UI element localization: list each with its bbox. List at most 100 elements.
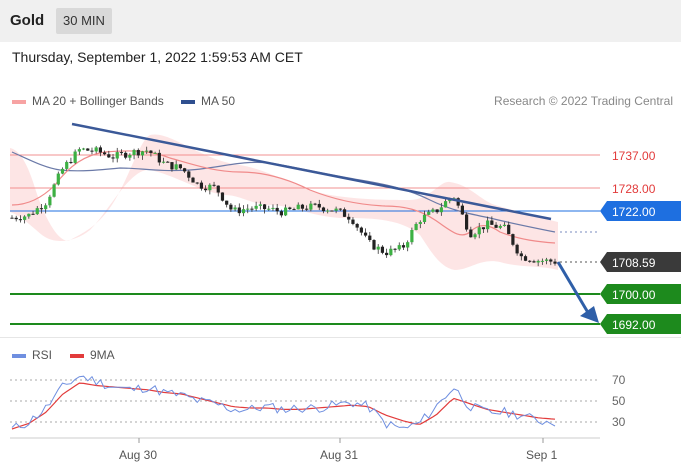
price-tag-1700: 1700.00 (600, 284, 681, 304)
ma50-label: MA 50 (201, 94, 236, 108)
level-label-1692: 1692.00 (612, 318, 656, 332)
candle-body (107, 154, 111, 158)
candle-body (241, 209, 246, 214)
candle-body (191, 177, 195, 183)
candle-body (94, 147, 98, 152)
candle-body (271, 207, 275, 209)
candle-body (233, 207, 237, 210)
candle-body (515, 244, 519, 254)
candle-body (507, 224, 511, 235)
candle-body (275, 207, 279, 212)
legend-ma20: MA 20 + Bollinger Bands (12, 94, 164, 108)
candle-body (60, 168, 65, 174)
candle-body (456, 198, 460, 206)
level-label-last: 1708.59 (612, 256, 656, 270)
candle-body (250, 208, 254, 210)
candle-body (140, 151, 145, 156)
candle-body (465, 214, 469, 230)
rsi-tick-50: 50 (612, 394, 626, 408)
candle-body (220, 192, 225, 201)
candle-body (48, 196, 52, 206)
level-label-1728: 1728.00 (612, 182, 656, 196)
candle-body (212, 184, 216, 186)
candle-body (124, 152, 128, 158)
top-bar: Gold 30 MIN (0, 0, 681, 42)
rsi-tick-30: 30 (612, 415, 626, 429)
ma50-swatch (181, 99, 195, 104)
candle-body (132, 149, 136, 155)
candle-body (359, 227, 363, 233)
candle-body (427, 211, 431, 215)
ma9-label: 9MA (90, 348, 115, 362)
candle-body (178, 164, 182, 169)
candle-body (380, 246, 385, 253)
candle-body (23, 216, 27, 220)
candle-body (502, 224, 507, 227)
candle-body (439, 207, 443, 213)
price-tag-1728: 1728.00 (612, 182, 656, 196)
candle-body (338, 208, 342, 210)
candle-body (39, 208, 44, 210)
candle-body (187, 171, 191, 178)
candle-body (35, 208, 39, 215)
price-tag-last: 1708.59 (600, 252, 681, 272)
candle-body (170, 162, 174, 170)
x-label-aug31: Aug 31 (320, 448, 358, 462)
candle-body (376, 246, 380, 250)
forecast-arrow-shaft (556, 261, 592, 317)
ma20-swatch (12, 99, 26, 104)
candle-body (292, 209, 296, 211)
price-chart[interactable]: 1737.00 1728.00 1722.00 1708.59 1700.00 … (0, 0, 681, 340)
candle-body (199, 182, 204, 189)
candle-body (111, 157, 115, 159)
rsi-chart[interactable]: 70 50 30 Aug 30 Aug 31 Sep 1 (0, 338, 681, 473)
candle-body (330, 210, 334, 212)
candle-body (490, 220, 494, 225)
price-tag-1737: 1737.00 (612, 149, 656, 163)
ma20-line (11, 150, 556, 244)
legend-9ma: 9MA (70, 348, 115, 362)
research-credit: Research © 2022 Trading Central (494, 94, 673, 108)
candle-body (443, 201, 448, 208)
candle-body (355, 223, 359, 228)
candlesticks (10, 145, 557, 267)
candle-body (372, 240, 376, 250)
candle-body (262, 204, 267, 210)
candle-body (300, 204, 305, 209)
candle-body (536, 260, 540, 263)
legend-rsi: RSI (12, 348, 52, 362)
candle-body (406, 242, 410, 248)
symbol-title: Gold (10, 12, 45, 29)
rsi-swatch (12, 353, 26, 358)
candle-body (309, 203, 313, 210)
price-tag-1692: 1692.00 (600, 314, 681, 334)
candle-body (98, 147, 102, 153)
candle-body (313, 203, 317, 205)
downtrend-line (71, 122, 552, 221)
candle-body (342, 209, 347, 217)
candle-body (254, 205, 258, 209)
pane-separator (0, 337, 681, 338)
candle-body (351, 219, 355, 224)
legend-ma50: MA 50 (181, 94, 235, 108)
timeframe-button[interactable]: 30 MIN (56, 8, 112, 34)
candle-body (498, 226, 502, 228)
candle-body (477, 227, 481, 235)
candle-body (532, 261, 536, 263)
candle-body (18, 219, 23, 221)
candle-body (481, 227, 486, 230)
candle-body (145, 150, 149, 152)
candle-body (27, 213, 31, 217)
level-label-1722: 1722.00 (612, 205, 656, 219)
candle-body (288, 207, 292, 210)
candle-body (511, 234, 515, 245)
candle-body (69, 161, 73, 163)
candle-body (77, 149, 81, 152)
candle-body (56, 173, 60, 185)
candle-body (73, 151, 77, 163)
candle-body (44, 205, 48, 210)
candle-body (486, 220, 490, 230)
candle-body (385, 252, 389, 256)
level-label-1737: 1737.00 (612, 149, 656, 163)
level-label-1700: 1700.00 (612, 288, 656, 302)
